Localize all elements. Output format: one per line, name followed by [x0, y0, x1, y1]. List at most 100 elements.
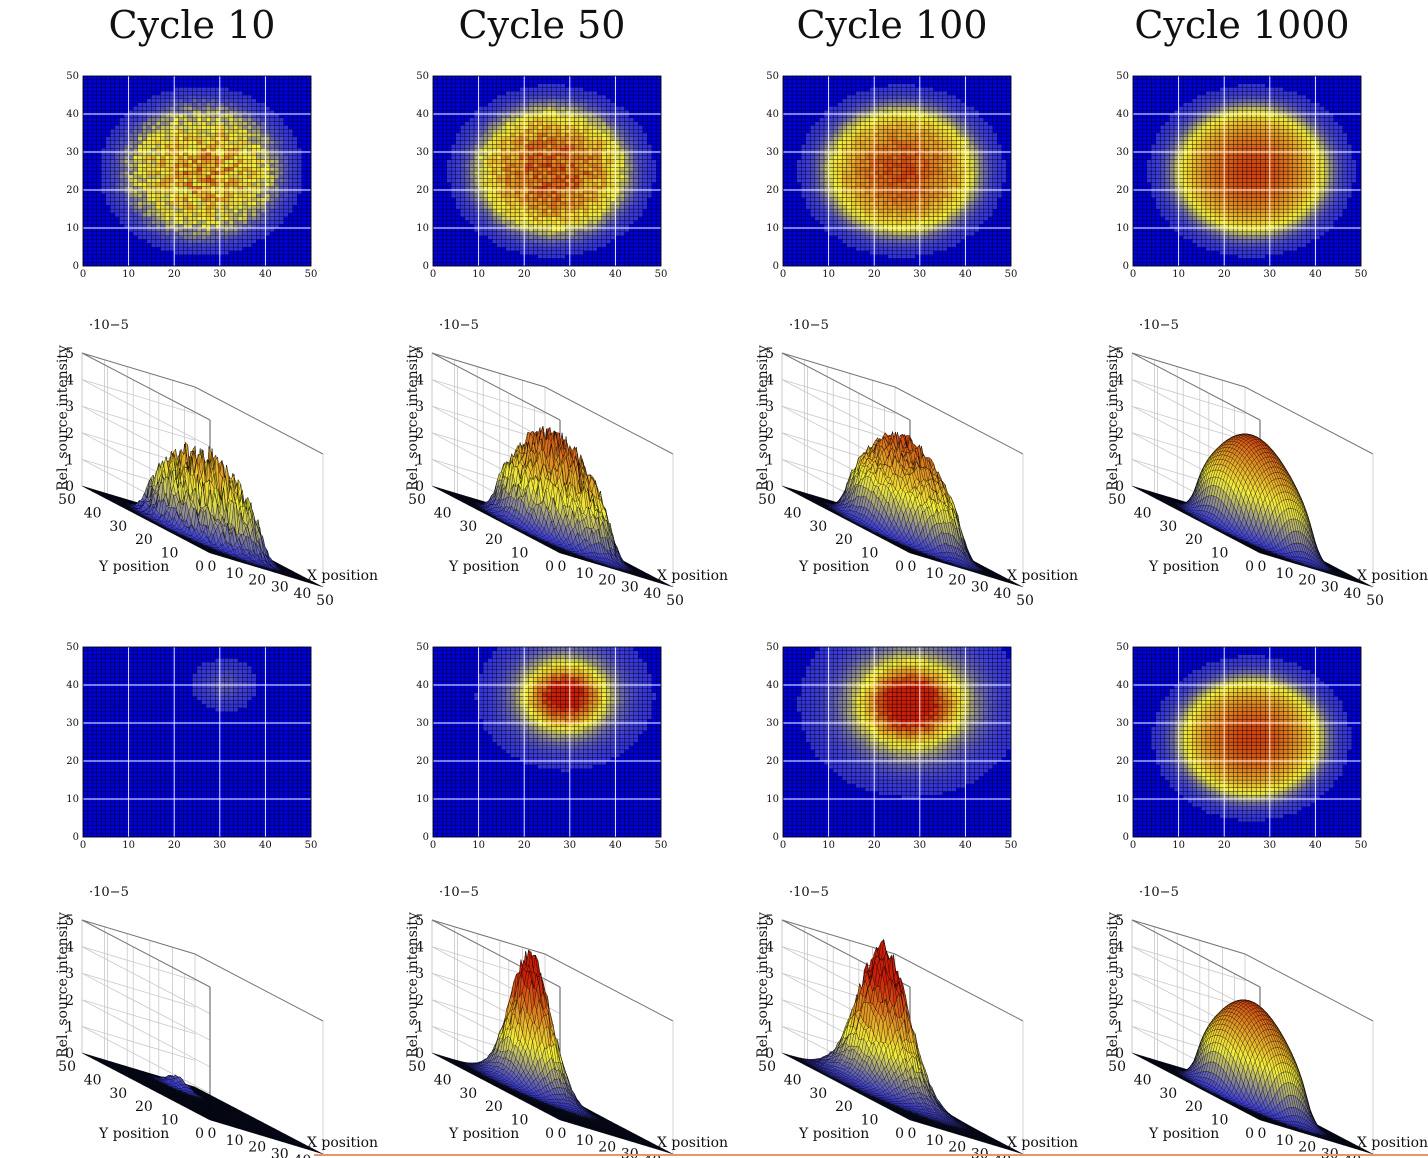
heatmap-cell: [169, 231, 175, 236]
heatmap-cell: [551, 235, 557, 240]
heatmap-cell: [469, 227, 475, 233]
heatmap-cell: [297, 258, 303, 263]
heatmap-cell: [256, 201, 262, 206]
heatmap-cell: [510, 212, 516, 217]
heatmap-cell: [533, 102, 539, 107]
heatmap-cell: [151, 170, 157, 176]
heatmap-cell: [583, 110, 589, 115]
heatmap-cell: [119, 254, 125, 259]
heatmap-cell: [596, 250, 602, 255]
heatmap-cell: [132, 182, 138, 187]
heatmap-cell: [624, 83, 630, 88]
heatmap-cell: [583, 75, 589, 81]
heatmap-cell: [496, 250, 502, 255]
y-tick-label: 50: [66, 71, 79, 82]
heatmap-cell: [455, 201, 461, 206]
heatmap-cell: [91, 132, 97, 138]
heatmap-cell: [82, 159, 88, 164]
heatmap-cell: [551, 254, 557, 259]
heatmap-cell: [164, 87, 170, 92]
heatmap-cell: [219, 136, 225, 141]
heatmap-cell: [205, 91, 211, 96]
heatmap-cell: [638, 189, 643, 195]
heatmap-cell: [82, 197, 88, 202]
heatmap-cell: [201, 231, 207, 236]
heatmap-cell: [151, 102, 157, 107]
heatmap-cell: [123, 246, 129, 252]
heatmap-cell: [110, 208, 116, 214]
heatmap-cell: [164, 246, 170, 252]
heatmap-cell: [624, 182, 630, 187]
heatmap-cell: [246, 113, 252, 119]
heatmap-cell: [119, 136, 125, 141]
heatmap-cell: [265, 193, 271, 198]
heatmap-cell: [160, 216, 166, 221]
heatmap-cell: [205, 125, 211, 130]
heatmap-cell: [105, 167, 111, 172]
heatmap-cell: [555, 262, 561, 267]
heatmap-cell: [510, 102, 516, 107]
heatmap-cell: [469, 201, 475, 206]
heatmap-cell: [119, 186, 125, 191]
heatmap-cell: [283, 98, 289, 103]
heatmap-cell: [460, 235, 466, 240]
heatmap-cell: [292, 182, 298, 187]
heatmap-cell: [192, 189, 198, 195]
heatmap-cell: [482, 132, 488, 138]
heatmap-cell: [542, 197, 548, 202]
heatmap-cell: [278, 163, 284, 168]
heatmap-cell: [151, 148, 157, 153]
heatmap-cell: [274, 170, 280, 176]
heatmap-cell: [119, 83, 125, 88]
heatmap-cell: [546, 212, 552, 217]
heatmap-cell: [455, 94, 461, 100]
heatmap-cell: [432, 98, 438, 103]
heatmap-cell: [196, 91, 202, 96]
heatmap-cell: [619, 189, 625, 195]
heatmap-cell: [492, 91, 498, 96]
heatmap-cell: [269, 182, 275, 187]
heatmap-cell: [628, 186, 634, 191]
heatmap-cell: [546, 216, 552, 221]
heatmap-cell: [288, 136, 293, 141]
heatmap-cell: [82, 205, 88, 210]
heatmap-cell: [169, 174, 175, 179]
heatmap-cell: [260, 83, 266, 88]
heatmap-cell: [251, 170, 257, 176]
heatmap-cell: [91, 125, 97, 130]
heatmap-cell: [596, 205, 602, 210]
heatmap-cell: [615, 83, 621, 88]
heatmap-cell: [537, 87, 543, 92]
heatmap-cell: [283, 87, 289, 92]
heatmap-cell: [278, 170, 284, 176]
heatmap-cell: [565, 102, 571, 107]
heatmap-cell: [196, 201, 202, 206]
heatmap-cell: [237, 102, 243, 107]
heatmap-cell: [242, 216, 248, 221]
heatmap-cell: [114, 178, 120, 183]
heatmap-cell: [164, 189, 170, 195]
heatmap-cell: [574, 87, 580, 92]
heatmap-cell: [628, 129, 634, 134]
heatmap-cell: [455, 224, 461, 229]
heatmap-cell: [215, 136, 221, 141]
heatmap-cell: [251, 151, 257, 157]
heatmap-cell: [615, 220, 621, 225]
heatmap-cell: [114, 113, 120, 119]
heatmap-cell: [219, 224, 225, 229]
heatmap-cell: [505, 151, 511, 157]
heatmap-cell: [624, 224, 630, 229]
heatmap-cell: [288, 110, 293, 115]
heatmap-cell: [256, 132, 262, 138]
heatmap-cell: [437, 148, 443, 153]
heatmap-cell: [542, 106, 548, 111]
heatmap-cell: [569, 121, 575, 126]
heatmap-cell: [288, 106, 293, 111]
heatmap-cell: [146, 193, 152, 198]
heatmap-cell: [260, 216, 266, 221]
heatmap-cell: [183, 254, 189, 259]
heatmap-cell: [633, 189, 639, 195]
heatmap-cell: [169, 121, 175, 126]
heatmap-cell: [164, 151, 170, 157]
heatmap-cell: [432, 216, 438, 221]
